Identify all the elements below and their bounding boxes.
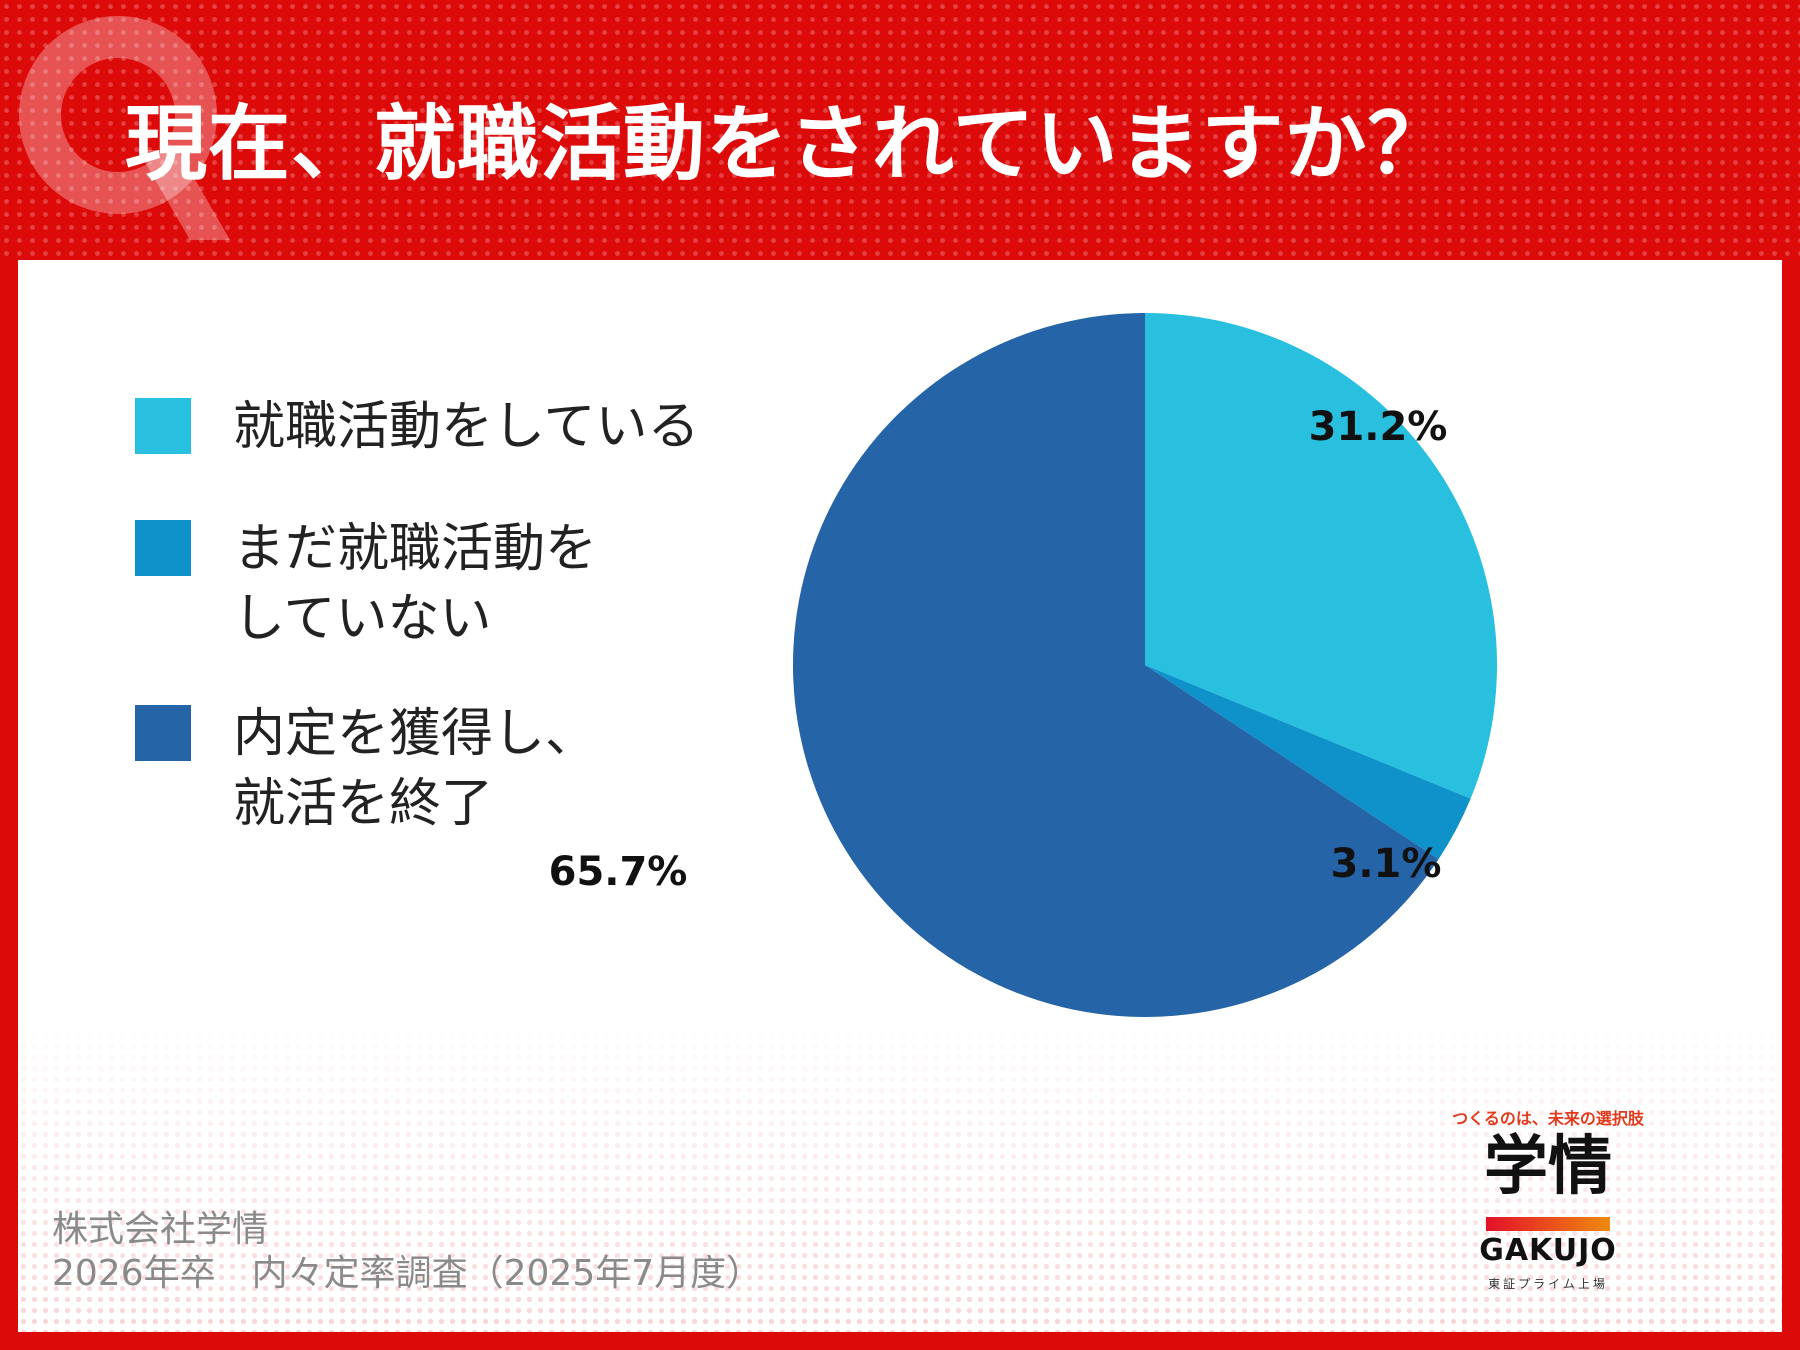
- legend-label: 就職活動をしている: [233, 397, 700, 457]
- source-company: 株式会社学情: [52, 1209, 269, 1250]
- logo-gradient-bar: [1486, 1217, 1610, 1231]
- data-label: 65.7%: [549, 849, 688, 895]
- data-label: 31.2%: [1309, 404, 1448, 450]
- legend-swatch: [135, 520, 191, 576]
- legend-swatch: [135, 398, 191, 454]
- pie-slice-finished: [792, 313, 1439, 1018]
- legend-swatch: [135, 705, 191, 761]
- chart-panel: 就職活動をしている まだ就職活動を していない 内定を獲得し、 就活を終了 31…: [18, 260, 1782, 1332]
- logo-mark: 学情: [1484, 1130, 1612, 1204]
- gakujo-logo: つくるのは、未来の選択肢 学情 GAKUJO 東証プライム上場: [1338, 1105, 1758, 1320]
- page-title: 現在、就職活動をされていますか？: [125, 97, 1451, 192]
- q-icon: [19, 16, 230, 240]
- logo-tagline: つくるのは、未来の選択肢: [1452, 1109, 1644, 1128]
- pie-chart: 31.2% 3.1% 65.7%: [549, 313, 1498, 1018]
- legend-label: 内定を獲得し、 就活を終了: [233, 704, 598, 834]
- legend-label: まだ就職活動を していない: [233, 519, 598, 649]
- pie-slice-job-hunting: [1145, 313, 1498, 799]
- source-note: 株式会社学情 2026年卒 内々定率調査（2025年7月度）: [52, 1208, 762, 1296]
- logo-subtitle: 東証プライム上場: [1488, 1277, 1608, 1291]
- header-dot-pattern: [0, 0, 1800, 260]
- source-survey: 2026年卒 内々定率調査（2025年7月度）: [52, 1253, 763, 1294]
- data-label: 3.1%: [1331, 841, 1442, 887]
- logo-name: GAKUJO: [1479, 1233, 1617, 1268]
- pie-slice-not-yet: [1145, 665, 1471, 860]
